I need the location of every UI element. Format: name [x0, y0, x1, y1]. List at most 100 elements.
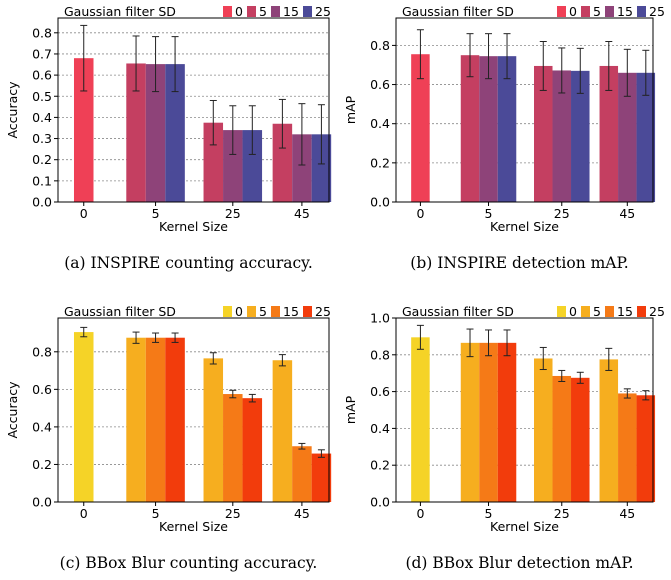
y-tick-label: 0.2	[32, 152, 52, 167]
legend-entry-25: 25	[649, 4, 665, 19]
legend-entry-15: 15	[283, 4, 299, 19]
y-tick-label: 0.8	[32, 344, 52, 359]
error-bar-0-sd-0	[416, 29, 424, 80]
error-bar-45-sd-5	[278, 98, 286, 149]
x-tick-label: 0	[416, 506, 424, 521]
legend-entry-15: 15	[617, 4, 633, 19]
bar-45-sd-5	[272, 123, 293, 202]
x-tick-label: 5	[485, 506, 493, 521]
bar-25-sd-25	[242, 130, 263, 202]
legend-swatch-15	[271, 6, 280, 17]
y-tick-label: 0.8	[370, 38, 390, 53]
y-tick-label: 0.2	[370, 458, 390, 473]
legend-entry-25: 25	[315, 4, 331, 19]
error-bar-5-sd-15	[152, 36, 160, 93]
legend-title: Gaussian filter SD	[64, 304, 176, 319]
error-bar-5-sd-15	[152, 332, 160, 343]
x-tick-label: 45	[619, 206, 635, 221]
legend-title: Gaussian filter SD	[402, 304, 514, 319]
error-bar-5-sd-5	[466, 328, 474, 358]
x-tick-label: 25	[554, 206, 570, 221]
error-bar-5-sd-15	[485, 33, 493, 80]
y-tick-label: 0.3	[32, 131, 52, 146]
error-bar-5-sd-15	[485, 329, 493, 357]
x-tick-label: 25	[225, 206, 241, 221]
error-bar-25-sd-15	[558, 369, 566, 382]
x-axis-label: Kernel Size	[490, 219, 559, 234]
error-bar-25-sd-15	[229, 105, 237, 155]
y-tick-label: 0.6	[32, 382, 52, 397]
legend-entry-0: 0	[569, 4, 577, 19]
bar-5-sd-15	[145, 64, 166, 202]
error-bar-25-sd-5	[209, 352, 217, 365]
legend: Gaussian filter SD 0 5 15 25	[64, 304, 331, 319]
legend-entry-25: 25	[649, 304, 665, 319]
bar-5-sd-5	[460, 342, 480, 502]
x-tick-label: 0	[416, 206, 424, 221]
chart-panel-d: 0.0 0.2 0.4 0.6 0.8 1.0 0 5 25 45 Kernel Size mAP Ga…	[343, 304, 665, 572]
bar-5-sd-25	[165, 337, 185, 502]
bar-25-sd-25	[571, 70, 590, 202]
legend-entry-5: 5	[593, 304, 601, 319]
bar-25-sd-5	[203, 358, 224, 502]
bar-25-sd-5	[534, 358, 553, 502]
y-axis-label: mAP	[343, 395, 358, 424]
bar-45-sd-15	[618, 393, 637, 502]
bar-25-sd-15	[223, 130, 243, 202]
error-bar-45-sd-5	[605, 347, 613, 371]
legend-swatch-5	[247, 306, 256, 317]
error-bar-25-sd-15	[229, 389, 237, 399]
y-tick-label: 0.6	[370, 384, 390, 399]
bar-25-sd-15	[552, 375, 572, 502]
bar-5-sd-5	[126, 63, 146, 202]
bar-5-sd-15	[145, 337, 166, 502]
legend-entry-5: 5	[593, 4, 601, 19]
bar-0-sd-0	[73, 58, 94, 203]
error-bar-25-sd-25	[248, 105, 256, 155]
y-tick-label: 0.2	[32, 457, 52, 472]
bar-5-sd-25	[165, 64, 185, 202]
legend-entry-5: 5	[259, 304, 267, 319]
legend-swatch-0	[557, 306, 566, 317]
error-bar-45-sd-25	[642, 49, 650, 96]
bar-25-sd-15	[223, 394, 243, 502]
y-tick-label: 1.0	[370, 311, 390, 326]
plot-frame	[57, 317, 330, 503]
x-axis-label: Kernel Size	[490, 519, 559, 534]
error-bar-0-sd-0	[80, 24, 88, 92]
bar-0-sd-0	[411, 54, 430, 202]
x-tick-label: 25	[554, 506, 570, 521]
bar-5-sd-15	[479, 56, 498, 202]
plot-frame	[395, 317, 654, 503]
bar-45-sd-25	[636, 72, 656, 203]
y-tick-label: 0.6	[32, 68, 52, 83]
bar-45-sd-25	[311, 453, 332, 502]
chart-panel-c: 0.0 0.2 0.4 0.6 0.8 0 5 25 45 Kernel Size Accuracy…	[5, 304, 332, 572]
error-bar-5-sd-25	[171, 36, 179, 93]
error-bar-25-sd-5	[539, 40, 547, 91]
legend: Gaussian filter SD 0 5 15 25	[402, 304, 665, 319]
x-tick-label: 5	[152, 506, 160, 521]
y-tick-label: 0.4	[370, 421, 390, 436]
y-axis-label: Accuracy	[5, 381, 20, 439]
error-bar-5-sd-25	[503, 33, 511, 80]
bar-45-sd-25	[636, 395, 656, 502]
legend-swatch-25	[303, 6, 312, 17]
error-bar-45-sd-15	[298, 103, 306, 166]
x-tick-label: 0	[80, 206, 88, 221]
bar-25-sd-25	[242, 398, 263, 502]
y-tick-label: 0.2	[370, 155, 390, 170]
caption: (b) INSPIRE detection mAP.	[410, 254, 628, 272]
x-tick-label: 45	[619, 506, 635, 521]
bar-45-sd-25	[311, 134, 332, 202]
error-bar-5-sd-25	[171, 332, 179, 343]
error-bar-5-sd-25	[503, 329, 511, 357]
legend-swatch-15	[605, 6, 614, 17]
x-tick-label: 45	[294, 506, 310, 521]
error-bar-45-sd-5	[605, 40, 613, 91]
bar-25-sd-25	[571, 377, 590, 502]
error-bar-25-sd-25	[576, 47, 584, 94]
bar-5-sd-25	[497, 342, 517, 502]
error-bar-25-sd-25	[576, 371, 584, 384]
